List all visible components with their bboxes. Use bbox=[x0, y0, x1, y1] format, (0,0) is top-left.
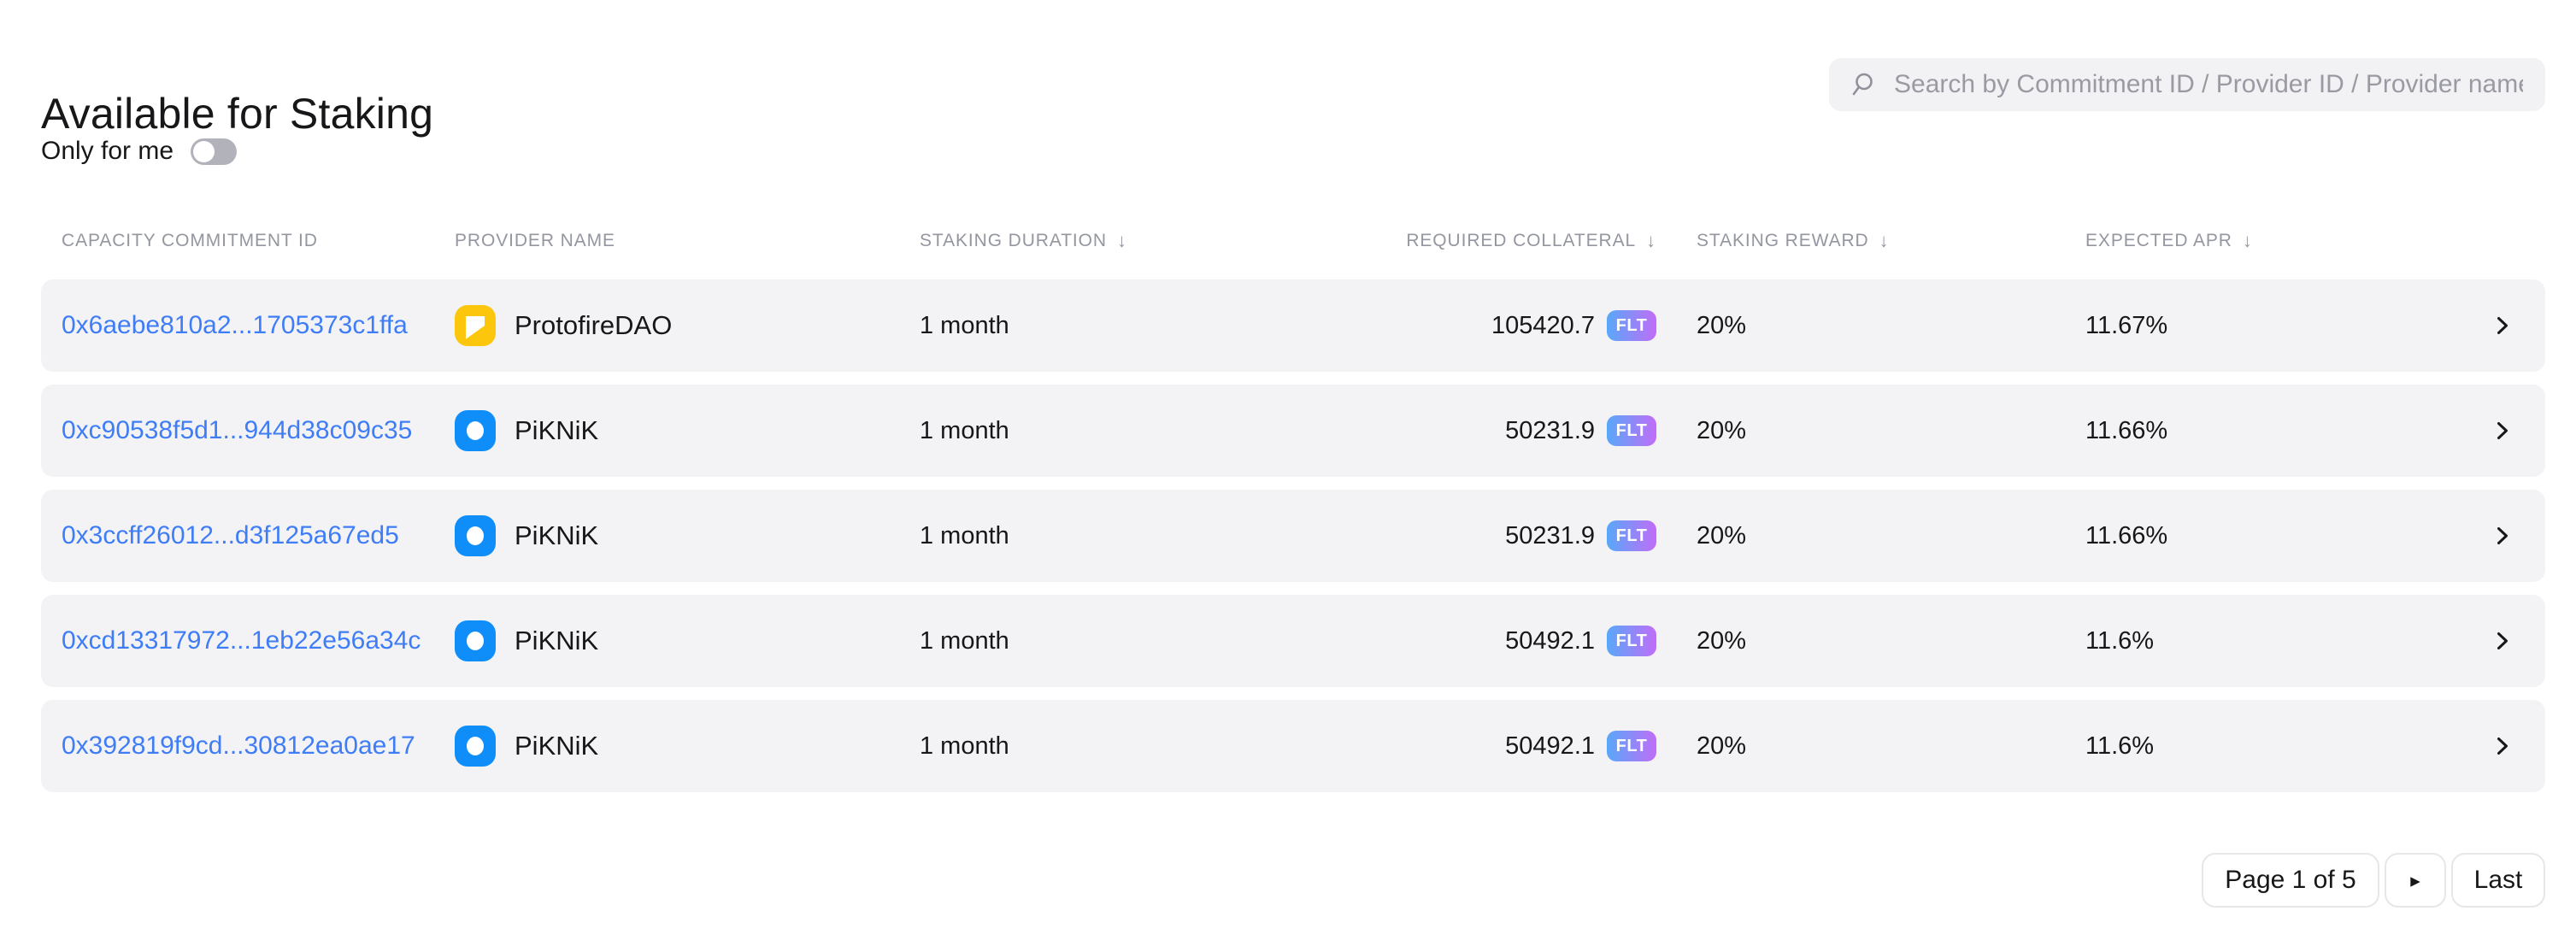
expected-apr-value: 11.66% bbox=[2085, 416, 2168, 444]
commitment-id-link[interactable]: 0xc90538f5d1...944d38c09c35 bbox=[62, 416, 413, 444]
table-row[interactable]: 0xcd13317972...1eb22e56a34c PiKNiK 1 mon… bbox=[41, 595, 2545, 687]
provider-cell: ProtofireDAO bbox=[455, 305, 920, 346]
table-row[interactable]: 0x392819f9cd...30812ea0ae17 PiKNiK 1 mon… bbox=[41, 700, 2545, 792]
staking-reward-value: 20% bbox=[1697, 311, 1747, 339]
only-for-me-toggle[interactable] bbox=[191, 138, 238, 165]
staking-duration-value: 1 month bbox=[920, 521, 1009, 549]
provider-cell: PiKNiK bbox=[455, 410, 920, 451]
provider-logo-icon bbox=[455, 515, 496, 556]
expected-apr-value: 11.6% bbox=[2085, 626, 2155, 655]
required-collateral-cell: 50231.9 FLT bbox=[1262, 520, 1656, 551]
page-title: Available for Staking bbox=[41, 89, 434, 138]
required-collateral-cell: 50492.1 FLT bbox=[1262, 626, 1656, 656]
last-page-button[interactable]: Last bbox=[2451, 853, 2545, 908]
provider-name: PiKNiK bbox=[515, 415, 599, 445]
flt-token-badge: FLT bbox=[1607, 520, 1656, 551]
table-header: Capacity commitment ID Provider name Sta… bbox=[41, 220, 2545, 262]
provider-logo-icon bbox=[455, 305, 496, 346]
collateral-amount: 50231.9 bbox=[1505, 416, 1595, 444]
expected-apr-value: 11.66% bbox=[2085, 521, 2168, 549]
commitment-id-link[interactable]: 0x3ccff26012...d3f125a67ed5 bbox=[62, 521, 399, 549]
table-row[interactable]: 0x3ccff26012...d3f125a67ed5 PiKNiK 1 mon… bbox=[41, 490, 2545, 582]
expected-apr-value: 11.67% bbox=[2085, 311, 2168, 339]
only-for-me-filter: Only for me bbox=[41, 137, 238, 166]
provider-name: PiKNiK bbox=[515, 731, 599, 761]
commitment-id-link[interactable]: 0x6aebe810a2...1705373c1ffa bbox=[62, 311, 408, 339]
staking-reward-value: 20% bbox=[1697, 626, 1747, 655]
provider-logo-icon bbox=[455, 410, 496, 451]
chevron-right-icon bbox=[2480, 737, 2525, 755]
staking-duration-value: 1 month bbox=[920, 732, 1009, 760]
staking-reward-value: 20% bbox=[1697, 521, 1747, 549]
next-page-button[interactable]: ▸ bbox=[2385, 853, 2446, 908]
staking-duration-value: 1 month bbox=[920, 311, 1009, 339]
page-indicator-button[interactable]: Page 1 of 5 bbox=[2202, 853, 2379, 908]
staking-table: 0x6aebe810a2...1705373c1ffa ProtofireDAO… bbox=[41, 279, 2545, 805]
collateral-amount: 105420.7 bbox=[1491, 311, 1595, 339]
column-header-required-collateral[interactable]: Required collateral ↓ bbox=[1406, 230, 1656, 251]
toggle-knob bbox=[193, 140, 215, 162]
staking-reward-value: 20% bbox=[1697, 732, 1747, 760]
provider-logo-icon bbox=[455, 726, 496, 767]
chevron-right-icon bbox=[2480, 632, 2525, 650]
sort-down-icon: ↓ bbox=[1116, 230, 1127, 251]
table-row[interactable]: 0xc90538f5d1...944d38c09c35 PiKNiK 1 mon… bbox=[41, 385, 2545, 477]
sort-down-icon: ↓ bbox=[1646, 230, 1656, 251]
column-header-provider-name: Provider name bbox=[455, 231, 615, 250]
chevron-right-icon bbox=[2480, 421, 2525, 440]
only-for-me-label: Only for me bbox=[41, 137, 174, 165]
provider-name: ProtofireDAO bbox=[515, 310, 673, 340]
commitment-id-link[interactable]: 0xcd13317972...1eb22e56a34c bbox=[62, 626, 421, 655]
staking-duration-value: 1 month bbox=[920, 626, 1009, 655]
required-collateral-cell: 50492.1 FLT bbox=[1262, 731, 1656, 761]
provider-cell: PiKNiK bbox=[455, 726, 920, 767]
provider-cell: PiKNiK bbox=[455, 620, 920, 661]
commitment-id-link[interactable]: 0x392819f9cd...30812ea0ae17 bbox=[62, 732, 415, 760]
collateral-amount: 50492.1 bbox=[1505, 732, 1595, 760]
collateral-amount: 50231.9 bbox=[1505, 521, 1595, 549]
chevron-right-icon bbox=[2480, 316, 2525, 335]
search-input[interactable] bbox=[1892, 69, 2525, 100]
column-header-staking-duration[interactable]: Staking duration ↓ bbox=[920, 230, 1127, 251]
required-collateral-cell: 50231.9 FLT bbox=[1262, 415, 1656, 446]
staking-duration-value: 1 month bbox=[920, 416, 1009, 444]
column-header-staking-reward[interactable]: Staking reward ↓ bbox=[1697, 230, 1890, 251]
pagination: Page 1 of 5 ▸ Last bbox=[2202, 853, 2545, 908]
provider-name: PiKNiK bbox=[515, 626, 599, 655]
column-header-commitment-id: Capacity commitment ID bbox=[62, 231, 318, 250]
chevron-right-icon bbox=[2480, 526, 2525, 545]
provider-cell: PiKNiK bbox=[455, 515, 920, 556]
staking-reward-value: 20% bbox=[1697, 416, 1747, 444]
required-collateral-cell: 105420.7 FLT bbox=[1262, 310, 1656, 341]
search-box[interactable] bbox=[1829, 58, 2545, 111]
flt-token-badge: FLT bbox=[1607, 626, 1656, 656]
flt-token-badge: FLT bbox=[1607, 415, 1656, 446]
collateral-amount: 50492.1 bbox=[1505, 626, 1595, 655]
table-row[interactable]: 0x6aebe810a2...1705373c1ffa ProtofireDAO… bbox=[41, 279, 2545, 372]
provider-name: PiKNiK bbox=[515, 520, 599, 550]
expected-apr-value: 11.6% bbox=[2085, 732, 2155, 760]
provider-logo-icon bbox=[455, 620, 496, 661]
column-header-expected-apr[interactable]: Expected APR ↓ bbox=[2085, 230, 2253, 251]
sort-down-icon: ↓ bbox=[2242, 230, 2253, 251]
search-icon bbox=[1852, 73, 1873, 96]
flt-token-badge: FLT bbox=[1607, 310, 1656, 341]
flt-token-badge: FLT bbox=[1607, 731, 1656, 761]
sort-down-icon: ↓ bbox=[1879, 230, 1890, 251]
